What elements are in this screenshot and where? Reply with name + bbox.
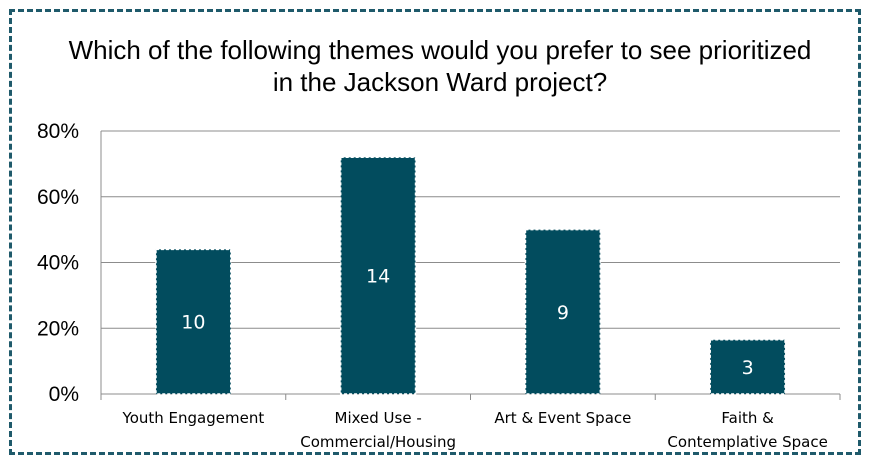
- chart-frame: [9, 9, 861, 455]
- x-category-label: Youth Engagement: [122, 409, 265, 427]
- y-tick-label: 0%: [49, 383, 79, 406]
- chart-title: Which of the following themes would you …: [68, 35, 812, 97]
- x-category-label: Commercial/Housing: [300, 433, 456, 451]
- x-category-label: Mixed Use -: [335, 409, 422, 427]
- data-label: 9: [557, 302, 569, 324]
- x-category-label: Faith &: [721, 409, 774, 427]
- y-tick-label: 60%: [37, 186, 79, 209]
- bar: [155, 248, 232, 395]
- y-tick-label: 80%: [37, 120, 79, 143]
- bar: [524, 228, 602, 395]
- x-category-label: Contemplative Space: [667, 433, 827, 451]
- data-label: 10: [181, 312, 205, 334]
- y-tick-label: 20%: [37, 317, 79, 340]
- bar: [709, 339, 786, 395]
- data-label: 3: [742, 357, 754, 379]
- bar: [339, 156, 417, 395]
- data-label: 14: [366, 266, 390, 288]
- x-category-label: Art & Event Space: [494, 409, 631, 427]
- y-tick-label: 40%: [37, 252, 79, 275]
